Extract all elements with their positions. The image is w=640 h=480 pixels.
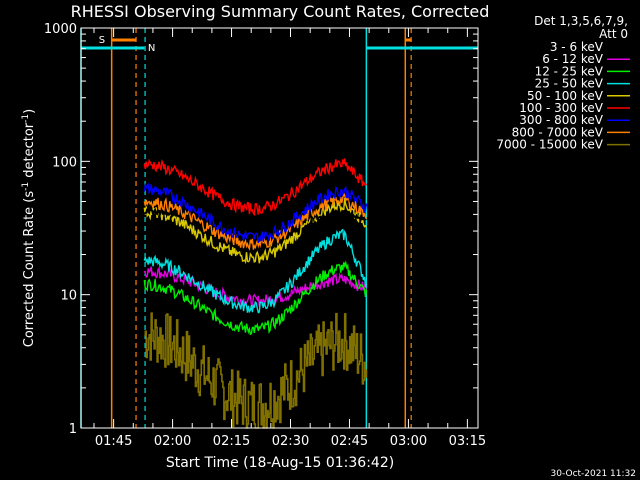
x-tick-label: 02:00 bbox=[154, 434, 191, 449]
series-line-5 bbox=[143, 197, 367, 265]
y-tick-label: 10 bbox=[60, 289, 77, 304]
series-line-4 bbox=[143, 228, 368, 314]
saa-label: S bbox=[99, 35, 105, 46]
y-tick-label: 1000 bbox=[44, 22, 77, 37]
legend-label-6: 100 - 300 keV bbox=[519, 101, 603, 115]
series-line-2 bbox=[143, 266, 368, 310]
legend-label-3: 12 - 25 keV bbox=[535, 64, 604, 78]
x-axis-label: Start Time (18-Aug-15 01:36:42) bbox=[166, 455, 394, 471]
series-line-6 bbox=[143, 158, 367, 217]
night-label: N bbox=[148, 43, 155, 54]
legend-label-1: 3 - 6 keV bbox=[550, 40, 604, 54]
legend-label-8: 800 - 7000 keV bbox=[512, 125, 604, 139]
plot-frame bbox=[80, 27, 479, 429]
y-axis-label: Corrected Count Rate (s-1 detector-1) bbox=[21, 109, 37, 347]
legend-attenuator: Att 0 bbox=[599, 27, 628, 41]
chart-title: RHESSI Observing Summary Count Rates, Co… bbox=[71, 2, 490, 21]
legend-label-4: 25 - 50 keV bbox=[535, 77, 604, 91]
x-tick-label: 02:45 bbox=[331, 434, 368, 449]
y-tick-label: 1 bbox=[69, 422, 77, 437]
x-tick-label: 02:30 bbox=[272, 434, 309, 449]
legend-label-7: 300 - 800 keV bbox=[519, 113, 603, 127]
x-tick-label: 02:15 bbox=[213, 434, 250, 449]
legend-label-2: 6 - 12 keV bbox=[542, 52, 604, 66]
legend-label-9: 7000 - 15000 keV bbox=[496, 138, 603, 152]
axes: 1 10 100 1000 01:45 02:00 02:15 02:30 02:45 03:00… bbox=[44, 22, 486, 449]
series-line-7 bbox=[143, 182, 368, 243]
series-line-9 bbox=[144, 312, 368, 429]
plot-area: SN bbox=[80, 28, 478, 429]
legend-detectors: Det 1,3,5,6,7,9, bbox=[534, 14, 628, 28]
x-tick-label: 03:00 bbox=[390, 434, 427, 449]
legend-label-5: 50 - 100 keV bbox=[527, 89, 604, 103]
series-line-3 bbox=[143, 260, 368, 336]
timestamp: 30-Oct-2021 11:32 bbox=[551, 469, 636, 479]
x-tick-label: 03:15 bbox=[449, 434, 486, 449]
x-tick-label: 01:45 bbox=[95, 434, 132, 449]
y-tick-label: 100 bbox=[52, 155, 77, 170]
